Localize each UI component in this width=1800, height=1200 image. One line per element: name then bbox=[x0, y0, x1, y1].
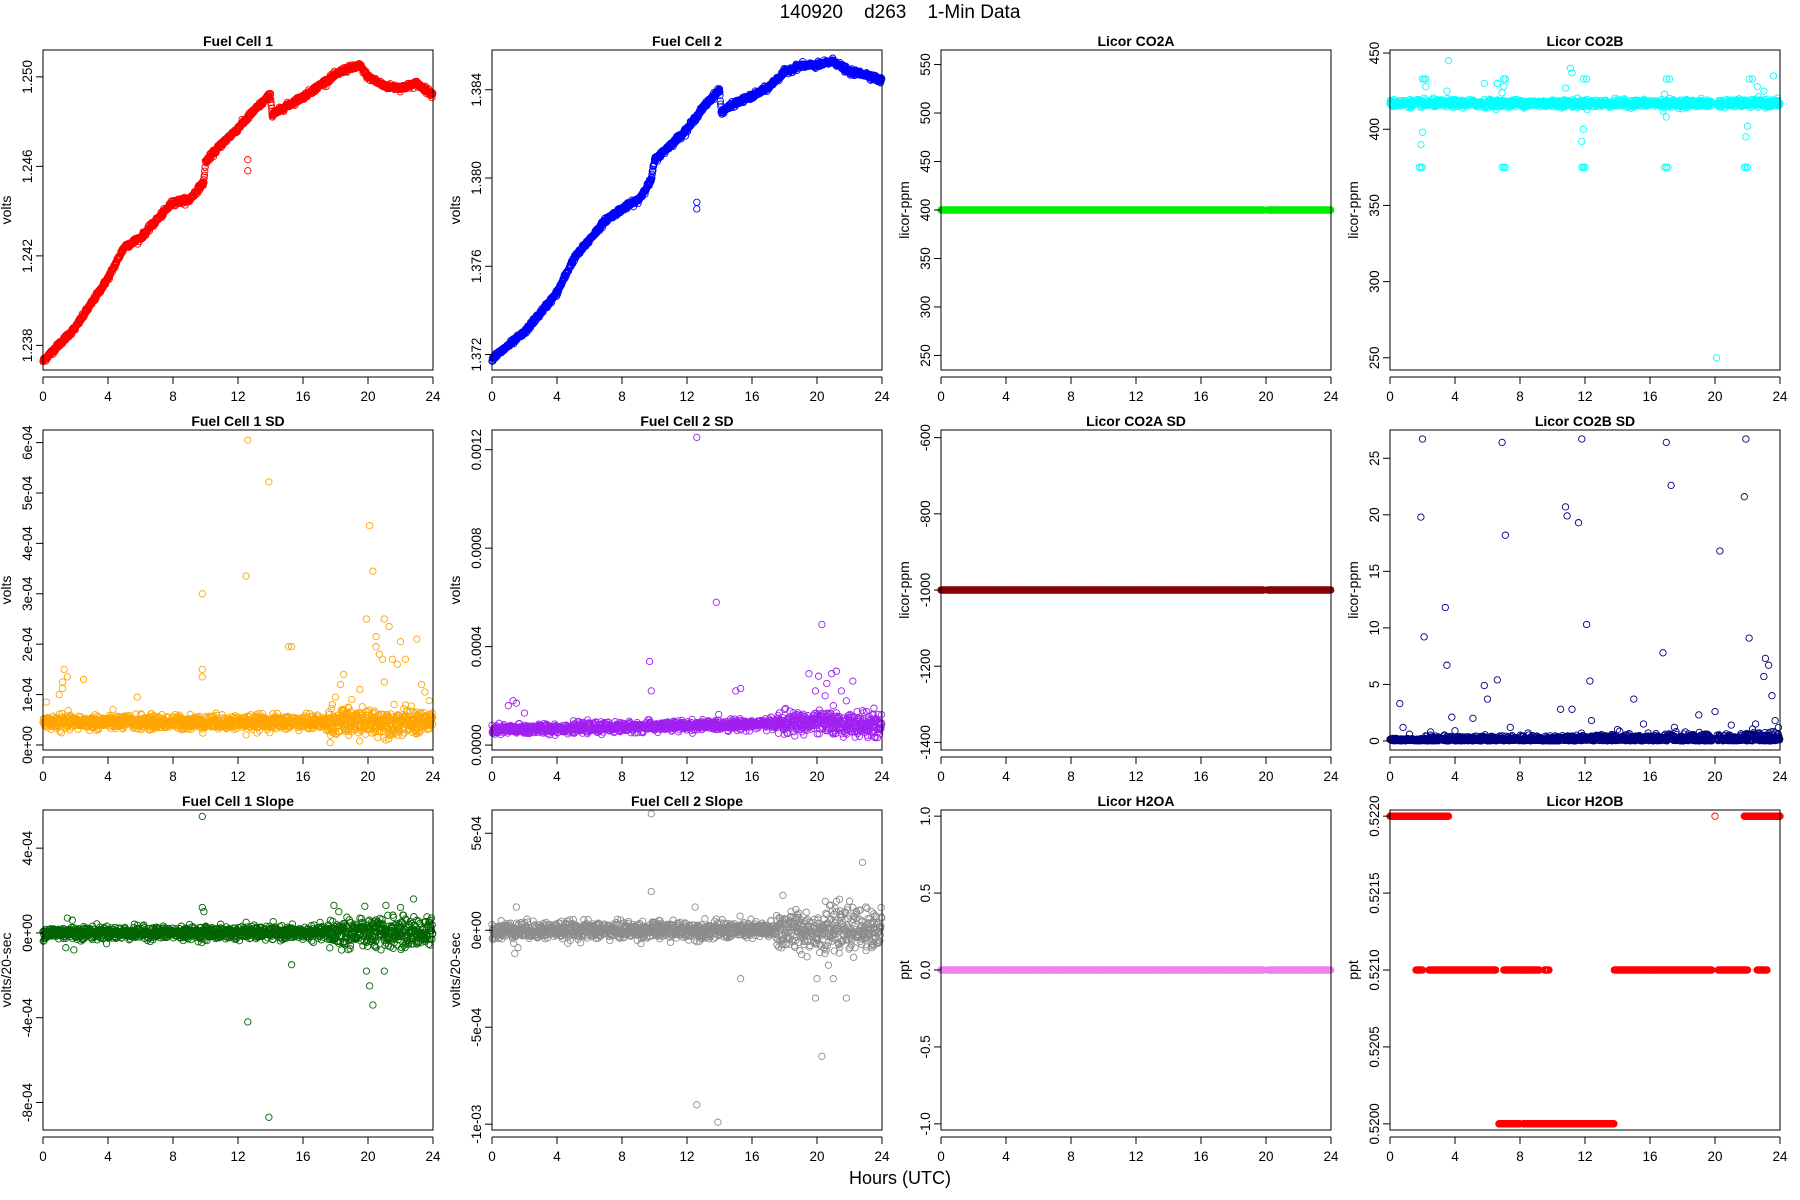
y-tick-label: 500 bbox=[918, 102, 933, 125]
y-tick-label: 250 bbox=[918, 344, 933, 367]
x-tick-label: 0 bbox=[488, 389, 496, 404]
y-tick-label: 450 bbox=[918, 150, 933, 173]
panel-title: Licor CO2A bbox=[1097, 33, 1174, 49]
data-points bbox=[937, 206, 1335, 214]
data-points bbox=[1386, 57, 1784, 362]
x-tick-label: 12 bbox=[679, 389, 694, 404]
y-tick-label: 1.250 bbox=[20, 60, 35, 94]
x-tick-label: 12 bbox=[1128, 389, 1143, 404]
data-point bbox=[105, 273, 114, 281]
plot-frame bbox=[42, 49, 434, 371]
y-tick-label: 1.380 bbox=[469, 161, 484, 195]
data-point bbox=[244, 167, 252, 175]
panel-2: Licor CO2A licor-ppm 0 4 8 12 16 20 24 250 300 350 4… bbox=[896, 33, 1339, 404]
y-axis-label: volts bbox=[0, 196, 14, 225]
main-title: 140920 d263 1-Min Data bbox=[779, 2, 1021, 23]
y-tick-label: 1.238 bbox=[20, 328, 35, 362]
y-tick-label: 1.242 bbox=[20, 239, 35, 273]
y-axis-label: licor-ppm bbox=[896, 181, 912, 239]
plot-frame bbox=[491, 49, 883, 371]
data-points bbox=[488, 54, 886, 365]
x-tick-label: 0 bbox=[937, 389, 945, 404]
data-point bbox=[693, 205, 701, 213]
y-tick-label: 1.376 bbox=[469, 249, 484, 283]
x-tick-label: 24 bbox=[425, 389, 441, 404]
x-tick-label: 8 bbox=[618, 389, 626, 404]
x-tick-label: 8 bbox=[1067, 389, 1075, 404]
panel-1: Fuel Cell 2 volts 0 4 8 12 16 20 24 1.372 1.376 1.3… bbox=[447, 33, 890, 404]
x-tick-label: 8 bbox=[169, 389, 177, 404]
y-tick-label: 1.246 bbox=[20, 149, 35, 183]
y-tick-label: 300 bbox=[918, 296, 933, 319]
x-tick-label: 24 bbox=[874, 389, 890, 404]
y-tick-label: 400 bbox=[918, 199, 933, 222]
panel-title: Fuel Cell 2 bbox=[652, 33, 722, 49]
data-point bbox=[244, 156, 252, 164]
x-tick-label: 24 bbox=[1323, 389, 1339, 404]
x-tick-label: 4 bbox=[104, 389, 112, 404]
data-points bbox=[39, 60, 437, 366]
panel-title: Licor CO2B bbox=[1546, 33, 1623, 49]
panel-title: Fuel Cell 1 bbox=[203, 33, 273, 49]
x-tick-label: 16 bbox=[1193, 389, 1208, 404]
y-tick-label: 1.384 bbox=[469, 72, 484, 106]
x-tick-label: 16 bbox=[744, 389, 759, 404]
x-tick-label: 4 bbox=[553, 389, 561, 404]
x-tick-label: 4 bbox=[1002, 389, 1010, 404]
y-tick-label: 350 bbox=[918, 247, 933, 270]
panel-0: Fuel Cell 1 volts 0 4 8 12 16 20 24 1.238 1.242 1.2… bbox=[0, 33, 441, 404]
x-tick-label: 16 bbox=[295, 389, 310, 404]
y-tick-label: 1.372 bbox=[469, 338, 484, 372]
y-axis-label: volts bbox=[447, 196, 463, 225]
x-tick-label: 20 bbox=[360, 389, 375, 404]
x-tick-label: 0 bbox=[39, 389, 47, 404]
y-axis-label: licor-ppm bbox=[1345, 181, 1361, 239]
x-tick-label: 20 bbox=[809, 389, 824, 404]
x-tick-label: 20 bbox=[1258, 389, 1273, 404]
y-tick-label: 550 bbox=[918, 53, 933, 76]
data-point bbox=[693, 198, 701, 206]
x-tick-label: 12 bbox=[230, 389, 245, 404]
